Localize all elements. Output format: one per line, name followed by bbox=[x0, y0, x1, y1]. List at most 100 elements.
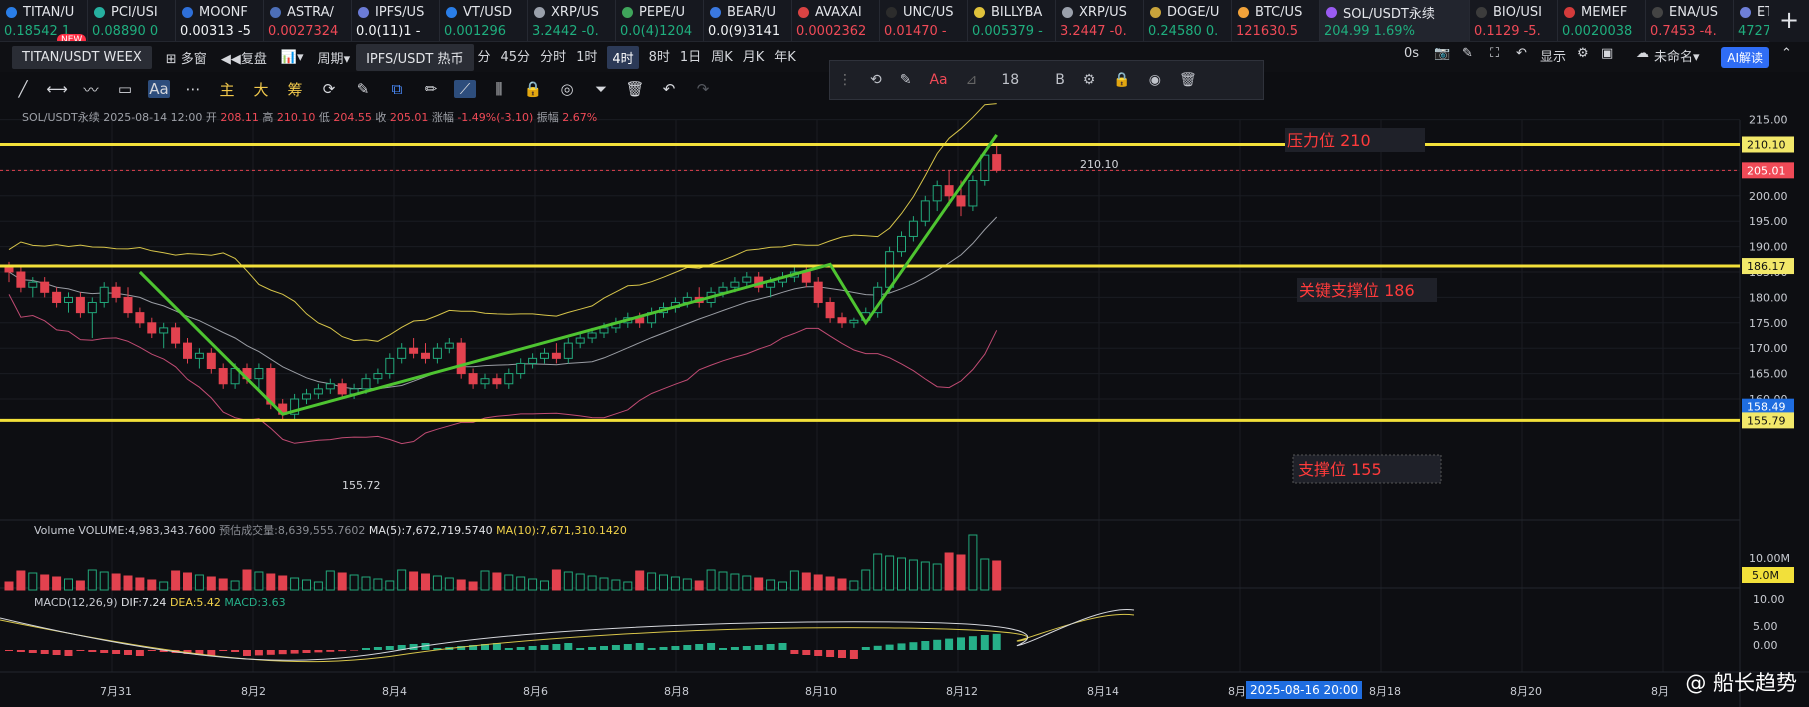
interval-2[interactable]: 分时 bbox=[540, 49, 567, 65]
interval-9[interactable]: 年K bbox=[774, 49, 796, 65]
interval-1[interactable]: 45分 bbox=[500, 49, 531, 65]
edit-text-icon[interactable]: ✎ bbox=[899, 72, 912, 88]
ticker-tab[interactable]: BILLYBA 0.005379 - bbox=[968, 0, 1056, 41]
edit-icon[interactable]: ✎ bbox=[356, 80, 370, 98]
camera-icon[interactable]: 📷 bbox=[1434, 46, 1451, 61]
bg-color-icon[interactable]: ⊿ bbox=[965, 72, 978, 88]
date-tick: 8月12 bbox=[946, 685, 978, 698]
lock-drawing-icon[interactable]: 🔒 bbox=[1113, 72, 1131, 88]
add-tab-button[interactable]: + bbox=[1769, 0, 1809, 42]
ticker-tab[interactable]: MOONF 0.00313 -5 bbox=[176, 0, 264, 41]
ticker-tab[interactable]: AVAXAI 0.0002362 bbox=[792, 0, 880, 41]
font-size-select[interactable]: 18 bbox=[1001, 72, 1020, 88]
unnamed-layout[interactable]: 未命名▾ bbox=[1654, 50, 1700, 65]
macd-bar bbox=[611, 645, 620, 650]
macd-bar bbox=[600, 646, 608, 650]
date-tick: 8月14 bbox=[1087, 685, 1119, 698]
interval-5[interactable]: 8时 bbox=[648, 49, 670, 65]
candle-body bbox=[373, 373, 383, 380]
rectangle-tool-icon[interactable]: ▭ bbox=[117, 80, 133, 98]
lock-icon[interactable]: 🔒 bbox=[523, 80, 543, 98]
candle-body bbox=[516, 362, 526, 375]
filter-icon[interactable]: ⏷ bbox=[594, 80, 607, 98]
copy-icon[interactable]: ⧉ bbox=[391, 80, 403, 98]
hline-tool-icon[interactable]: ⟷ bbox=[46, 80, 68, 98]
template-icon[interactable]: ⟲ bbox=[870, 72, 882, 88]
macd-bar bbox=[623, 644, 632, 650]
period-button[interactable]: 周期▾ bbox=[317, 51, 351, 67]
ai-interpret-button[interactable]: AI解读 bbox=[1721, 47, 1769, 68]
undo-draw-icon[interactable]: ↶ bbox=[662, 80, 676, 98]
sliders-icon[interactable]: ⫼ bbox=[495, 80, 503, 98]
undo-icon[interactable]: ↶ bbox=[1516, 46, 1527, 61]
wave-tool-icon[interactable]: 〰 bbox=[83, 80, 99, 99]
ticker-tab[interactable]: IPFS/US 0.0(11)1 - bbox=[352, 0, 440, 41]
redo-draw-icon[interactable]: ↷ bbox=[696, 80, 710, 98]
gear-icon[interactable]: ⚙ bbox=[1082, 72, 1096, 88]
tool-main[interactable]: 主 bbox=[219, 80, 235, 99]
volume-tag-bg bbox=[1742, 567, 1794, 583]
ticker-tab[interactable]: PCI/USI 0.08890 0 bbox=[88, 0, 176, 41]
volume-bar bbox=[932, 563, 942, 591]
ticker-symbol: BIO/USI bbox=[1493, 4, 1542, 20]
multi-window-button[interactable]: ⊞ 多窗 bbox=[166, 48, 207, 67]
bold-button[interactable]: B bbox=[1055, 72, 1065, 88]
ticker-tab[interactable]: TITAN/U 0.18542 1 NEW bbox=[0, 0, 88, 41]
coin-icon bbox=[358, 6, 369, 18]
ticker-tab[interactable]: ENA/US 0.7453 -4. bbox=[1646, 0, 1734, 41]
ticker-tab[interactable]: UNC/US 0.01470 - bbox=[880, 0, 968, 41]
drag-handle-icon[interactable]: ⋮ bbox=[838, 72, 852, 88]
pen-icon[interactable]: ✎ bbox=[1462, 46, 1473, 61]
layout-icon[interactable]: ▣ bbox=[1601, 46, 1614, 61]
ohlc-part: 208.11 bbox=[220, 111, 262, 124]
interval-3[interactable]: 1时 bbox=[576, 49, 598, 65]
fullscreen-icon[interactable]: ⛶ bbox=[1490, 46, 1500, 61]
tool-big[interactable]: 大 bbox=[253, 80, 269, 99]
collapse-icon[interactable]: ⌃ bbox=[1781, 46, 1792, 61]
ticker-tab[interactable]: MEMEF 0.0020038 bbox=[1558, 0, 1646, 41]
eye-icon[interactable]: ◎ bbox=[560, 80, 574, 98]
text-tool-icon[interactable]: Aa bbox=[148, 80, 170, 98]
ticker-tab[interactable]: VT/USD 0.001296 bbox=[440, 0, 528, 41]
interval-8[interactable]: 月K bbox=[742, 49, 765, 65]
trash-icon[interactable]: 🗑 bbox=[625, 80, 645, 98]
interval-0[interactable]: 分 bbox=[477, 49, 491, 65]
line-tool-icon[interactable]: ╱ bbox=[18, 80, 28, 98]
volume-bar bbox=[730, 573, 740, 591]
volume-bar bbox=[920, 561, 930, 591]
interval-4[interactable]: 4时 bbox=[607, 45, 639, 69]
ticker-tab[interactable]: DOGE/U 0.24580 0. bbox=[1144, 0, 1232, 41]
ticker-tab[interactable]: XRP/US 3.2442 -0. bbox=[528, 0, 616, 41]
magnet-icon[interactable]: ⟋ bbox=[454, 80, 476, 98]
trend-lines bbox=[138, 133, 998, 416]
chart-type-button[interactable]: 📊▾ bbox=[280, 49, 304, 65]
rewind-icon: ◀◀ bbox=[220, 51, 241, 67]
interval-6[interactable]: 1日 bbox=[679, 49, 702, 65]
tool-chips[interactable]: 筹 bbox=[287, 80, 303, 99]
sync-icon[interactable]: ⟳ bbox=[322, 80, 336, 98]
ticker-tab[interactable]: BEAR/U 0.0(9)3141 bbox=[704, 0, 792, 41]
more-tools-icon[interactable]: ⋯ bbox=[185, 80, 201, 98]
candle-body bbox=[218, 368, 228, 385]
display-button[interactable]: 显示 bbox=[1540, 50, 1567, 65]
hide-drawing-icon[interactable]: ◉ bbox=[1148, 72, 1162, 88]
ticker-tab[interactable]: ASTRA/0.0027324 bbox=[264, 0, 352, 41]
replay-button[interactable]: ◀◀复盘 bbox=[221, 48, 267, 67]
settings-icon[interactable]: ⚙ bbox=[1577, 46, 1589, 61]
delete-drawing-icon[interactable]: 🗑 bbox=[1179, 72, 1197, 88]
subtab-titan[interactable]: TITAN/USDT WEEX bbox=[12, 45, 152, 69]
ticker-tab[interactable]: BTC/US 121630.5 bbox=[1232, 0, 1320, 41]
volume-bar bbox=[766, 579, 776, 591]
ticker-tab[interactable]: SOL/USDT永续 204.99 1.69% bbox=[1320, 0, 1470, 41]
ticker-tab[interactable]: XRP/US 3.2447 -0. bbox=[1056, 0, 1144, 41]
zero-s-label[interactable]: 0s bbox=[1404, 46, 1420, 61]
interval-7[interactable]: 周K bbox=[711, 49, 733, 65]
text-color-icon[interactable]: Aa bbox=[929, 72, 948, 88]
ticker-tab[interactable]: PEPE/U 0.0(4)1204 bbox=[616, 0, 704, 41]
candle-body bbox=[325, 383, 335, 390]
macd-bar bbox=[195, 650, 204, 655]
subtab-ipfs[interactable]: IPFS/USDT 热币 bbox=[356, 43, 474, 71]
ticker-tab[interactable]: BIO/USI 0.1129 -5. bbox=[1470, 0, 1558, 41]
ruler-icon[interactable]: ✏ bbox=[424, 80, 438, 98]
